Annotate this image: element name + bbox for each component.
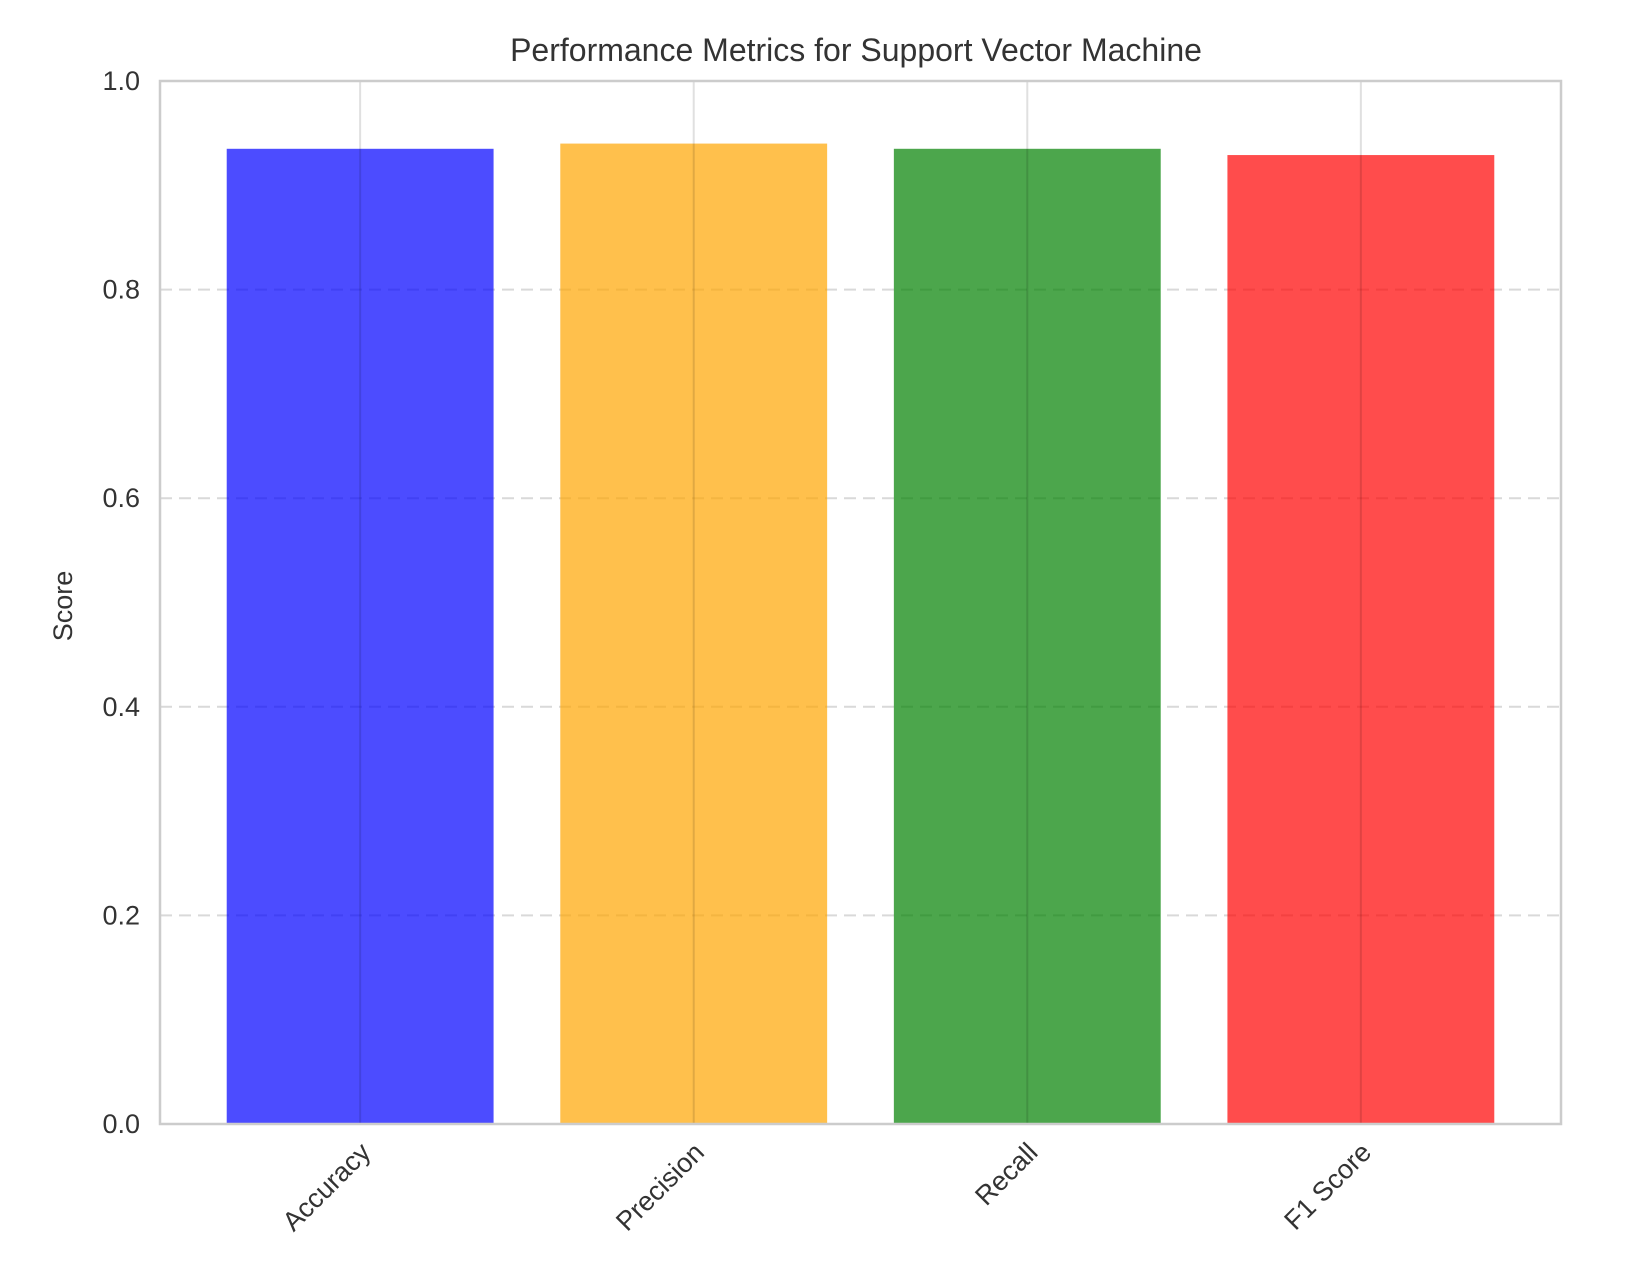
bar-accuracy (226, 148, 494, 1125)
bar-precision (560, 143, 828, 1124)
y-axis-label: Score (48, 571, 78, 642)
y-tick-label: 0.8 (102, 275, 140, 305)
bar-recall (893, 148, 1161, 1125)
chart-title: Performance Metrics for Support Vector M… (510, 32, 1202, 68)
vertical-grid-layer (359, 81, 1362, 1124)
y-tick-label: 0.4 (102, 692, 140, 722)
y-tick-label: 0.0 (102, 1109, 140, 1139)
y-tick-label: 0.2 (102, 900, 140, 930)
bar-f1-score (1227, 155, 1495, 1125)
y-tick-label: 1.0 (102, 66, 140, 96)
y-tick-labels: 0.0 0.2 0.4 0.6 0.8 1.0 (102, 66, 140, 1139)
y-tick-label: 0.6 (102, 483, 140, 513)
plot-frame (158, 79, 1563, 1126)
bars-layer (226, 143, 1495, 1125)
